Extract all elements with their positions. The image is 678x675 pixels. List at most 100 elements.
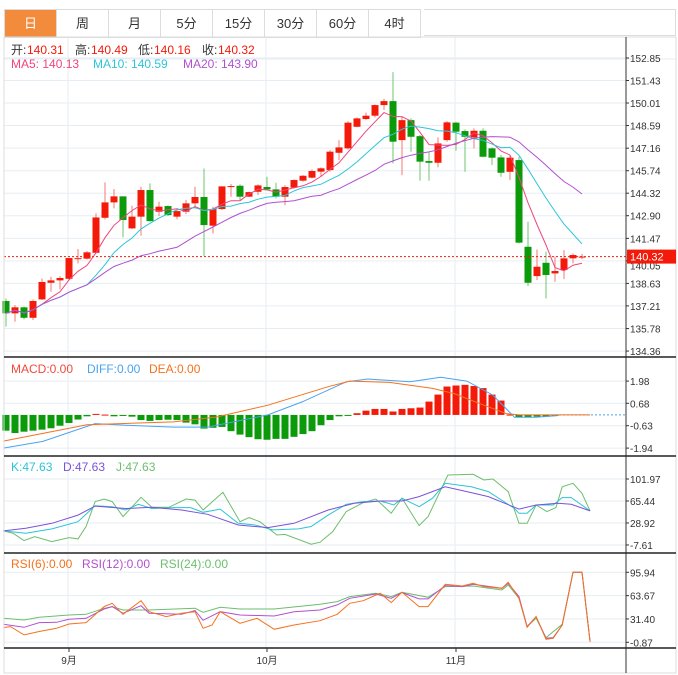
rsi12-legend: RSI(12):0.00 [82, 557, 150, 571]
candle-up [83, 252, 91, 259]
candle-up [56, 277, 64, 281]
tab-0[interactable]: 日 [5, 10, 57, 37]
macd-axis-tick-label: 1.98 [630, 377, 650, 388]
candle-up [191, 197, 199, 204]
macd-bar [101, 414, 109, 416]
candle-down [2, 300, 10, 314]
period-tabs: 日周月 5分 15分 30分 60分 4时 [4, 9, 421, 38]
kdj-axis-tick-label: 101.97 [630, 475, 661, 486]
macd-bar [263, 414, 271, 440]
macd-bar [434, 394, 442, 415]
macd-bar [524, 414, 532, 417]
tab-3[interactable]: 5分 [161, 10, 213, 37]
candle-down [488, 148, 496, 158]
tabs-spacer [424, 9, 676, 36]
price-axis-tick-label: 140.05 [630, 261, 661, 272]
price-axis-tick-label: 144.32 [630, 189, 661, 200]
candle-up [182, 203, 190, 212]
macd-bar [506, 414, 514, 416]
high-value: 140.49 [91, 43, 128, 57]
grid-lines [4, 37, 676, 648]
open-value: 140.31 [27, 43, 64, 57]
macd-bar [128, 414, 136, 417]
candle-up [209, 209, 217, 226]
candle-up [173, 211, 181, 217]
candle-up [155, 206, 163, 212]
macd-bar [299, 414, 307, 435]
candle-up [65, 258, 73, 279]
tab-1[interactable]: 周 [57, 10, 109, 37]
candle-up [137, 190, 145, 217]
kdj-legend: K:47.63 D:47.63 J:47.63 [11, 460, 156, 474]
ma5-legend: MA5: 140.13 [11, 57, 79, 71]
macd-bar [533, 414, 541, 417]
tab-7[interactable]: 4时 [369, 10, 421, 37]
kdj-axis-tick-label: -7.61 [630, 541, 653, 552]
price-axis-tick-label: 137.21 [630, 302, 661, 313]
candle-down [515, 160, 523, 243]
close-label: 收: [202, 43, 217, 57]
macd-bar [137, 414, 145, 421]
candle-up [551, 271, 559, 274]
low-label: 低: [138, 43, 153, 57]
kdj-legend-d: D:47.63 [63, 460, 105, 474]
ma10-legend: MA10: 140.59 [93, 57, 168, 71]
tab-6[interactable]: 60分 [317, 10, 369, 37]
rsi-axis-tick-label: -0.87 [630, 638, 653, 649]
candle-up [362, 115, 370, 120]
candle-down [524, 246, 532, 283]
macd-bar [110, 414, 118, 417]
price-axis-tick-label: 147.16 [630, 144, 661, 155]
macd-bar [398, 408, 406, 415]
candle-up [92, 217, 100, 253]
price-axis-tick-label: 151.43 [630, 77, 661, 88]
candle-down [119, 196, 127, 220]
kdj-axis-tick-label: 65.44 [630, 497, 655, 508]
candle-up [299, 175, 307, 181]
price-axis-tick-label: 134.36 [630, 347, 661, 358]
candle-up [218, 186, 226, 210]
macd-axis-tick-label: 0.68 [630, 399, 650, 410]
candle-up [317, 168, 325, 172]
macd-bar [29, 414, 37, 431]
macd-axis-tick-label: -0.63 [630, 422, 653, 433]
macd-bar [74, 414, 82, 420]
candle-up [227, 186, 235, 188]
tab-5[interactable]: 30分 [265, 10, 317, 37]
rsi6-line [3, 571, 591, 642]
candle-up [101, 202, 109, 218]
candle-down [236, 185, 244, 197]
ma10-line [5, 125, 583, 314]
macd-axis-tick-label: -1.94 [630, 444, 653, 455]
candle-down [461, 131, 469, 137]
rsi24-legend: RSI(24):0.00 [160, 557, 228, 571]
candle-up [308, 171, 316, 178]
candle-down [407, 120, 415, 137]
candle-down [146, 190, 154, 222]
macd-bar [173, 414, 181, 421]
candle-up [128, 216, 136, 229]
candle-down [497, 157, 505, 173]
candle-down [263, 187, 271, 190]
tab-4[interactable]: 15分 [213, 10, 265, 37]
rsi-axis-tick-label: 31.40 [630, 615, 655, 626]
macd-legend: MACD:0.00 DIFF:0.00 DEA:0.00 [11, 362, 201, 376]
tab-2[interactable]: 月 [109, 10, 161, 37]
macd-bar [245, 414, 253, 438]
j-line [3, 473, 591, 545]
candle-up [110, 196, 118, 203]
macd-bar [92, 413, 100, 415]
macd-bar [515, 414, 523, 418]
last-price-label: 140.32 [630, 252, 664, 264]
chart-frame [3, 36, 677, 674]
macd-bar [353, 413, 361, 415]
macd-bar [452, 385, 460, 415]
ma20-legend: MA20: 143.90 [183, 57, 258, 71]
macd-bar [290, 414, 298, 437]
x-axis-label: 11月 [446, 655, 466, 667]
rsi6-legend: RSI(6):0.00 [11, 557, 73, 571]
price-axis-tick-label: 135.78 [630, 325, 661, 336]
low-value: 140.16 [154, 43, 191, 57]
macd-bar [425, 401, 433, 415]
